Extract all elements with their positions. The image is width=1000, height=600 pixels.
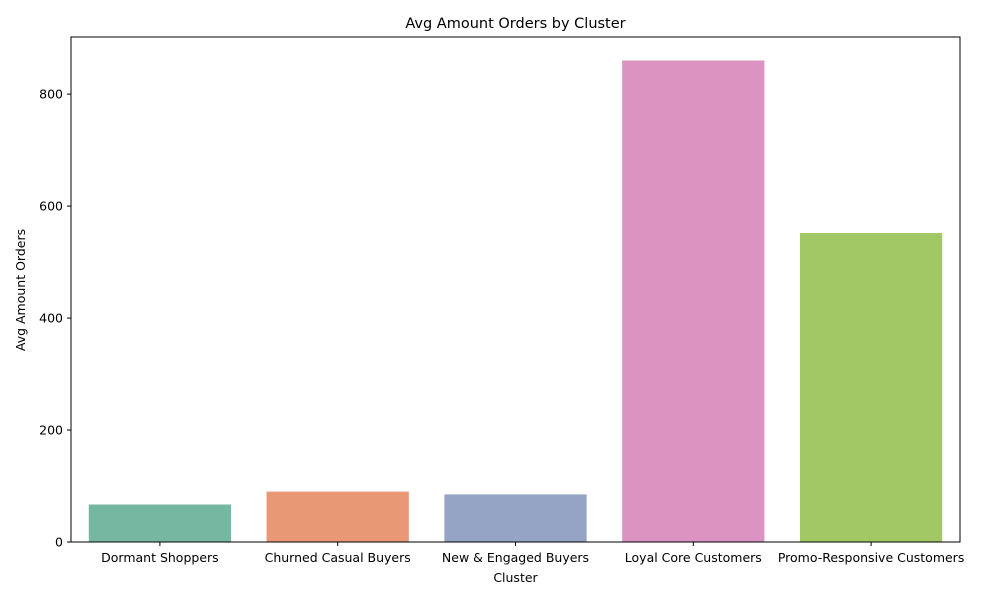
- y-axis-label: Avg Amount Orders: [13, 229, 28, 351]
- y-tick-label: 400: [39, 311, 63, 326]
- bar-promo-responsive-customers: [799, 232, 943, 542]
- bar-dormant-shoppers: [88, 504, 232, 542]
- x-tick-label: Churned Casual Buyers: [265, 550, 411, 565]
- bar-churned-casual-buyers: [266, 491, 409, 542]
- bars-group: [88, 60, 943, 543]
- plot-frame: [70, 36, 961, 543]
- x-tick-label: New & Engaged Buyers: [442, 550, 589, 565]
- x-tick-label: Dormant Shoppers: [101, 550, 219, 565]
- y-tick-label: 0: [55, 535, 63, 550]
- y-tick-label: 800: [39, 87, 63, 102]
- y-axis-ticks: 0 200 400 600 800: [39, 87, 71, 550]
- chart-title: Avg Amount Orders by Cluster: [405, 16, 625, 32]
- x-tick-label: Loyal Core Customers: [625, 550, 762, 565]
- y-tick-label: 200: [39, 423, 63, 438]
- x-tick-label: Promo-Responsive Customers: [778, 550, 965, 565]
- bar-loyal-core-customers: [622, 60, 765, 543]
- bar-new-engaged-buyers: [444, 494, 587, 542]
- x-axis-ticks: Dormant Shoppers Churned Casual Buyers New…: [101, 542, 964, 565]
- x-axis-label: Cluster: [493, 570, 538, 585]
- y-tick-label: 600: [39, 199, 63, 214]
